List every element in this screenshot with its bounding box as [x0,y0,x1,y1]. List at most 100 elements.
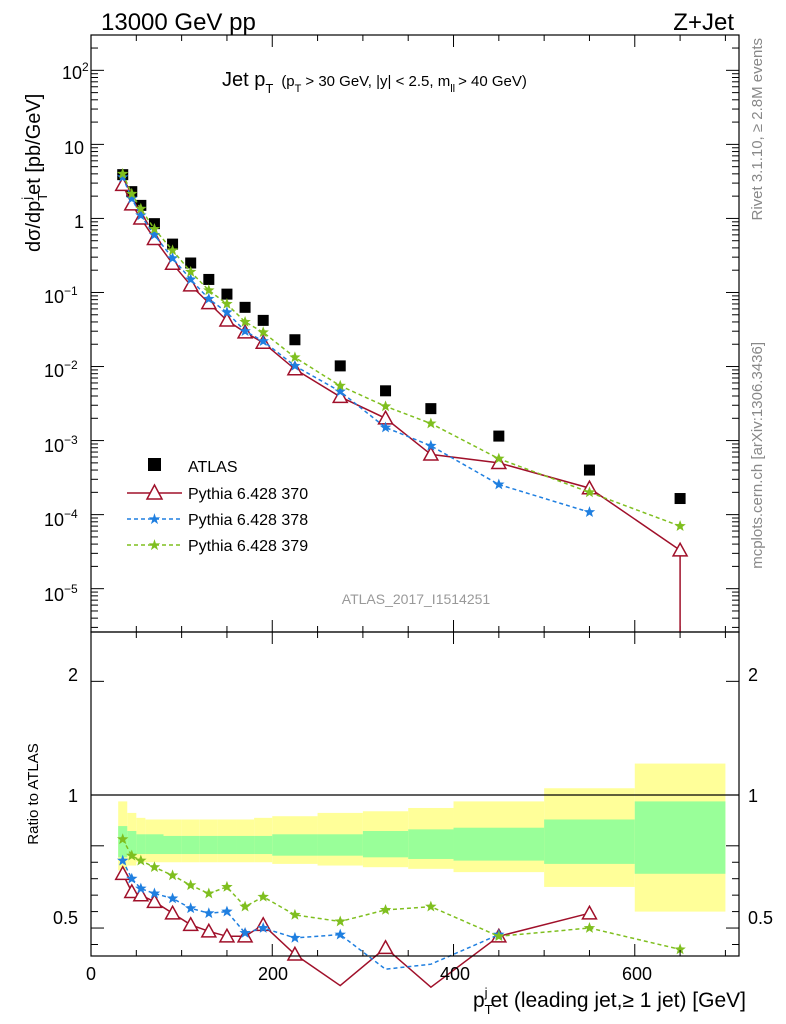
ratio-379-point [221,880,233,892]
legend-marker-378: ★ [148,511,161,528]
legend: ATLAS Pythia 6.428 370 ★ Pythia 6.428 37… [127,458,308,555]
top-ytick-labels: 102 10 1 10−1 10−2 10−3 10−4 10−5 [44,60,89,605]
ratio-370-point [377,939,394,955]
atlas-point [334,360,346,372]
ratio-379-point [379,903,392,915]
xtick-label-0: 0 [86,964,96,984]
top-series-pythia-6.428-378 [117,171,596,518]
ratio-378-point [126,872,138,884]
ratio-378-point [148,887,161,899]
pythia-378-point [289,359,301,371]
pythia-370-point [286,360,304,376]
ratio-378-point [184,902,197,914]
ratio-378-point [239,926,251,938]
uncertainty-band-inner [254,835,273,855]
uncertainty-band-inner [127,831,137,856]
ratio-379-point [126,849,138,861]
ratio-panel-frame [90,631,740,957]
ratio-379-point [166,869,179,881]
uncertainty-band-inner [145,834,164,855]
header-left: 13000 GeV pp [101,9,256,36]
top-series-pythia-6.428-379 [117,167,686,531]
pythia-370-point [218,311,236,327]
ratio-ytick-label-1: 1 [68,786,78,806]
ratio-379-point [184,879,197,891]
ratio-378-point [203,907,215,919]
ytick-label-1e1: 10 [64,138,84,158]
ratio-bands [118,763,726,912]
pythia-378-point [257,335,269,347]
ratio-370-point [286,945,304,961]
atlas-point [425,403,437,415]
ratio-370-point [114,865,131,881]
top-series [114,167,689,632]
legend-label-378: Pythia 6.428 378 [188,512,308,529]
atlas-point [167,238,179,250]
pythia-370-point [146,230,163,246]
atlas-point [674,493,686,505]
atlas-point [583,464,595,476]
atlas-point [203,273,215,285]
ytick-label-1e-4: 10−4 [44,507,78,530]
mcplots-credit: mcplots.cern.ch [arXiv:1306.3436] [749,342,766,569]
uncertainty-band-inner [408,829,454,859]
analysis-watermark: ATLAS_2017_I1514251 [342,591,491,607]
uncertainty-band-inner [544,819,635,864]
pythia-379-point [126,187,138,199]
pythia-379-point [379,400,392,412]
uncertainty-band-inner [181,835,200,855]
ratio-379-point [257,890,269,902]
ratio-line-0 [122,873,590,989]
ratio-370-point [123,883,141,899]
xtick-label-400: 400 [440,964,470,984]
pythia-378-point [493,478,505,490]
uncertainty-band-inner [362,831,409,858]
ratio-378-point [257,922,269,933]
ratio-line-1 [122,860,500,970]
ratio-378-point [135,882,147,894]
ytick-label-1e-5: 10−5 [44,582,78,605]
ratio-series-pythia-6.428-370 [114,865,598,989]
ratio-379-point [674,943,686,955]
ratio-378-point [117,854,129,866]
ratio-ytick-label-2: 2 [68,665,78,685]
pythia-379-point [493,452,505,464]
legend-marker-379: ★ [148,537,161,554]
pythia-379-point [674,520,686,531]
ratio-379-point [117,833,129,845]
pythia-379-point [334,379,346,391]
uncertainty-band-inner [317,834,363,856]
ratio-379-point [583,922,596,933]
pythia-370-point [182,276,199,292]
top-line-2 [122,176,590,513]
ratio-370-point [200,922,218,938]
ratio-ticks [90,632,739,956]
ratio-ytick-label-1-right: 1 [748,786,758,806]
pythia-370-point [331,388,349,404]
header-right: Z+Jet [673,9,734,36]
atlas-point [289,334,301,346]
top-panel: Jet pT (pT > 30 GeV, |y| < 2.5, mll > 40 Ge… [19,34,740,633]
pythia-379-point [289,351,301,363]
legend-marker-370 [145,483,164,500]
uncertainty-band-inner [236,835,255,855]
ytick-label-1e-1: 10−1 [44,284,78,307]
pythia-378-point [184,273,197,285]
pythia-378-point [425,439,437,451]
uncertainty-band-inner [272,834,318,856]
ytick-label-1e-2: 10−2 [44,358,78,381]
top-ylabel: dσ/dpTjet [pb/GeV] [19,94,50,252]
pythia-379-point [184,265,197,277]
xtick-label-200: 200 [258,964,288,984]
ratio-378-point [289,931,301,943]
pythia-378-point [203,292,215,304]
pythia-379-point [135,202,147,214]
atlas-point [221,288,233,300]
pythia-378-point [166,252,179,264]
pythia-378-point [334,385,346,397]
ratio-378-point [221,905,233,917]
ratio-370-point [218,927,236,943]
atlas-point [185,257,197,269]
ratio-379-point [239,900,251,912]
